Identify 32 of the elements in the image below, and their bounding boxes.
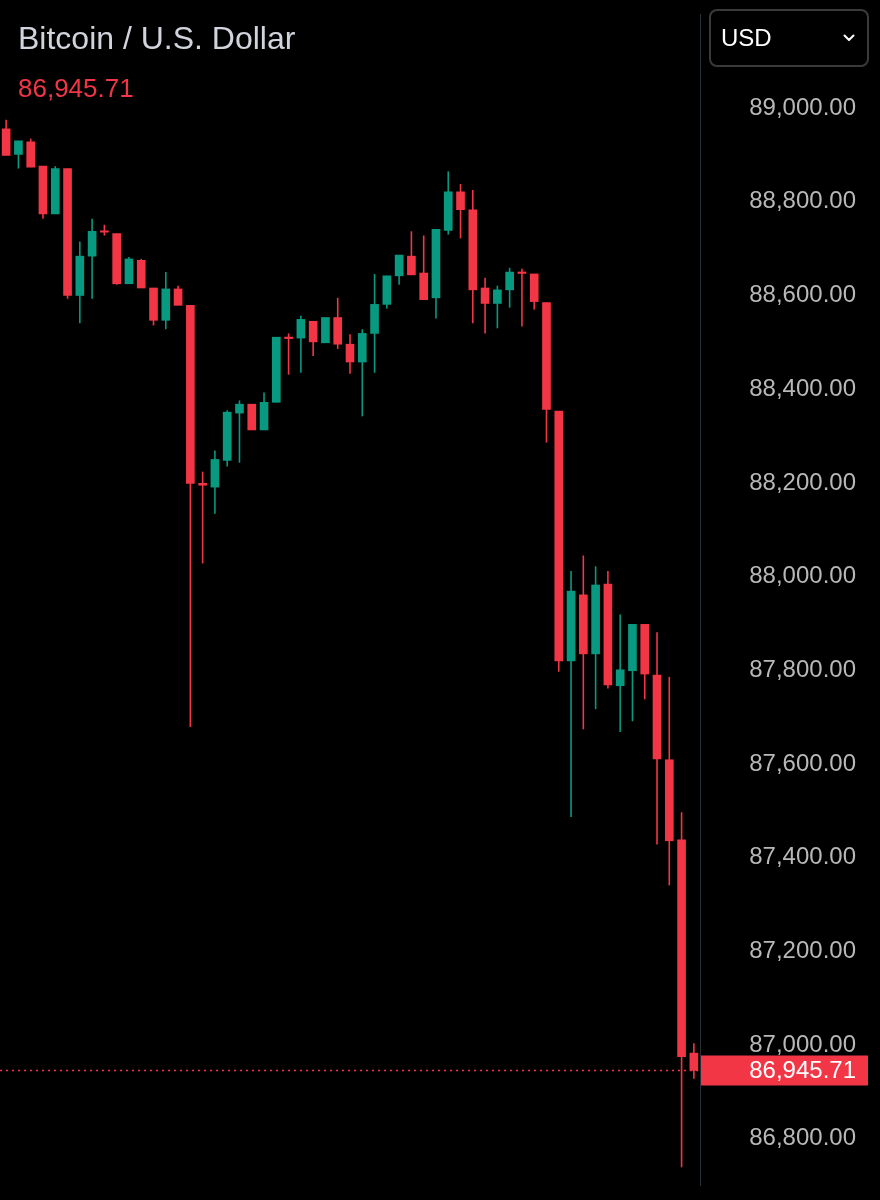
- candlestick: [345, 333, 355, 375]
- chart-title: Bitcoin / U.S. Dollar: [18, 19, 296, 58]
- candlestick: [296, 314, 306, 374]
- y-tick-label: 88,000.00: [749, 561, 856, 589]
- y-tick-label: 87,800.00: [749, 654, 856, 682]
- y-tick-label: 88,800.00: [749, 186, 856, 214]
- y-tick-label: 87,600.00: [749, 748, 856, 776]
- candlestick: [505, 267, 514, 309]
- candlestick: [235, 399, 244, 464]
- candlestick: [14, 140, 23, 170]
- y-tick-label: 87,200.00: [749, 935, 856, 963]
- candlestick: [407, 230, 416, 276]
- candlestick: [394, 254, 404, 286]
- candlestick: [173, 284, 183, 307]
- y-tick-label: 87,400.00: [749, 842, 856, 870]
- ref-line-label: 86,945.71: [749, 1056, 856, 1084]
- candlestick: [689, 1042, 699, 1080]
- candlestick: [493, 284, 502, 330]
- y-tick-label: 88,400.00: [749, 373, 856, 401]
- y-tick-label: 88,200.00: [749, 467, 856, 495]
- candlestick: [615, 613, 625, 733]
- text: USD: [721, 23, 772, 53]
- candlestick: [284, 332, 293, 376]
- y-tick-label: 87,000.00: [749, 1029, 856, 1057]
- candlestick: [198, 470, 207, 565]
- candlestick: [480, 276, 490, 335]
- y-tick-label: 89,000.00: [749, 92, 856, 120]
- candlestick: [308, 320, 318, 357]
- text: 86,945.71: [18, 72, 134, 104]
- candlestick: [456, 183, 465, 240]
- y-tick-label: 86,800.00: [749, 1123, 856, 1151]
- y-tick-label: 88,600.00: [749, 280, 856, 308]
